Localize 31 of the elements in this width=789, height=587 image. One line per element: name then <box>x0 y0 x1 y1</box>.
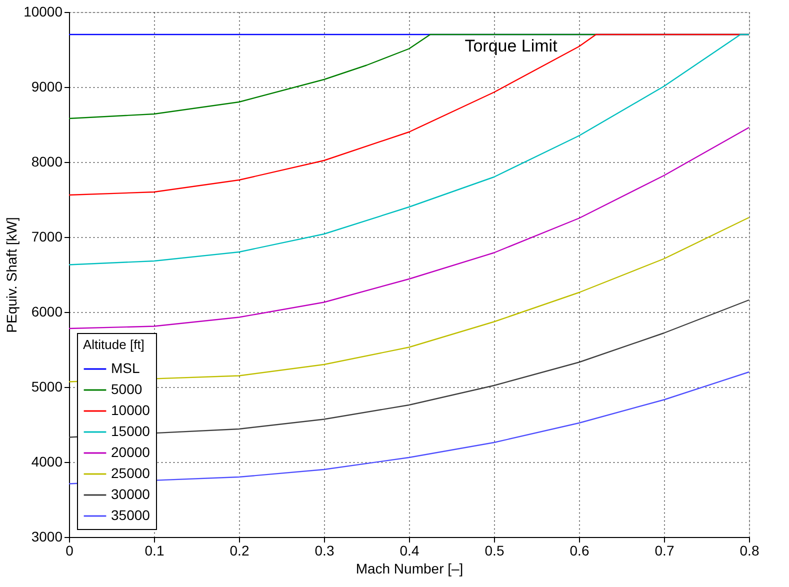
x-tick-label: 0.3 <box>314 542 334 558</box>
y-tick-label: 5000 <box>31 378 63 394</box>
legend-label: 25000 <box>111 465 150 481</box>
x-tick-label: 0.2 <box>230 542 250 558</box>
x-tick-label: 0.5 <box>484 542 504 558</box>
x-tick-label: 0.4 <box>400 542 420 558</box>
line-series <box>68 126 750 330</box>
y-tick-label: 10000 <box>24 4 63 20</box>
legend-label: 30000 <box>111 486 150 502</box>
x-tick-label: 0 <box>66 542 74 558</box>
x-tick-label: 0.6 <box>570 542 590 558</box>
legend-label: 5000 <box>111 381 142 397</box>
y-tick-label: 6000 <box>31 304 63 320</box>
legend-title: Altitude [ft] <box>83 337 144 352</box>
y-tick-label: 9000 <box>31 78 63 94</box>
x-tick-label: 0.8 <box>740 542 760 558</box>
annotation: Torque Limit <box>464 36 558 56</box>
legend-label: MSL <box>111 360 140 376</box>
legend-label: 35000 <box>111 507 150 523</box>
y-tick-label: 7000 <box>31 228 63 244</box>
x-tick-label: 0.1 <box>144 542 164 558</box>
y-tick-label: 8000 <box>31 154 63 170</box>
legend-label: 20000 <box>111 444 150 460</box>
line-series <box>68 34 750 266</box>
y-tick-label: 3000 <box>31 528 63 544</box>
legend-label: 10000 <box>111 402 150 418</box>
y-tick-label: 4000 <box>31 454 63 470</box>
y-axis-title: PEquiv. Shaft [kW] <box>4 217 20 333</box>
legend-label: 15000 <box>111 423 150 439</box>
x-axis-title: Mach Number [–] <box>356 560 464 576</box>
x-tick-label: 0.7 <box>654 542 674 558</box>
